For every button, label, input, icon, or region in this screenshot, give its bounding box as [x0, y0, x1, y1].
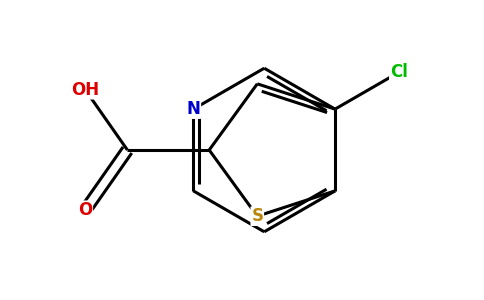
- Text: O: O: [78, 201, 92, 219]
- Text: OH: OH: [71, 81, 99, 99]
- Text: N: N: [186, 100, 200, 118]
- Text: Cl: Cl: [390, 63, 408, 81]
- Text: S: S: [251, 207, 263, 225]
